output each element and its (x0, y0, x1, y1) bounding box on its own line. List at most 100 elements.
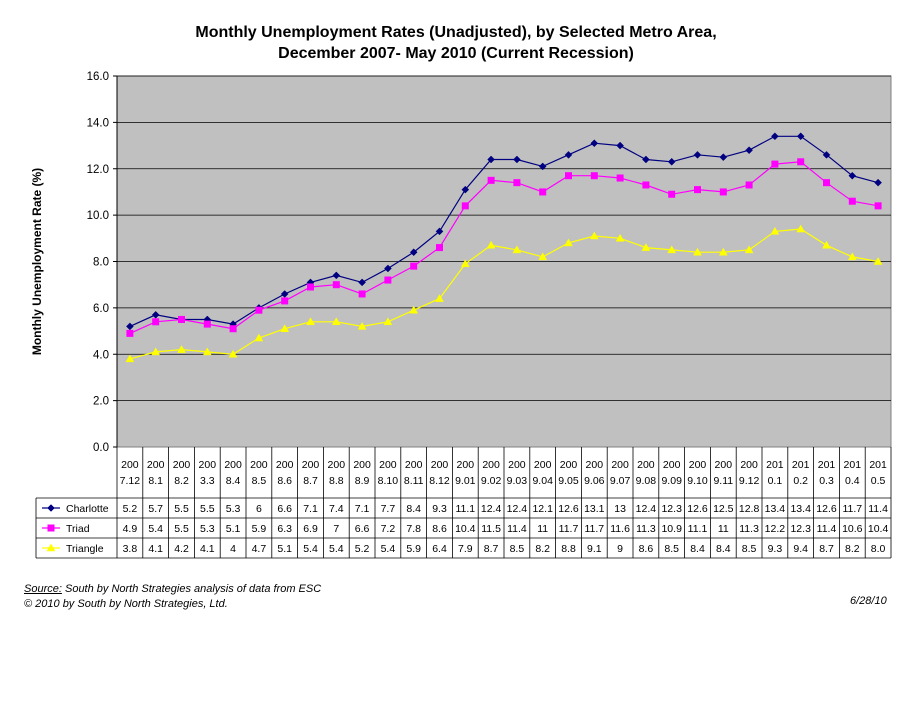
data-point-charlotte (616, 141, 624, 150)
data-point-triangle (177, 345, 186, 353)
legend-label-triangle: Triangle (66, 543, 104, 555)
table-cell: 4.9 (123, 523, 138, 535)
table-cell: 9.4 (793, 543, 808, 555)
y-axis: 0.0 2.0 4.0 6.0 8.0 10.0 12.0 14.0 16.0 (87, 71, 118, 454)
table-cell: 5.1 (277, 543, 292, 555)
category-label: 200 (715, 459, 733, 471)
category-label: 0.2 (793, 475, 808, 487)
table-cell: 8.7 (819, 543, 834, 555)
data-point-triangle (822, 240, 831, 249)
chart-title-line-2: December 2007- May 2010 (Current Recessi… (278, 45, 634, 62)
data-point-charlotte (409, 248, 418, 257)
table-cell: 7.8 (406, 523, 421, 535)
category-label: 9.01 (455, 475, 476, 487)
y-tick-label: 14.0 (87, 117, 109, 129)
category-label: 200 (534, 459, 552, 471)
data-point-triangle (460, 259, 470, 268)
legend-label-triad: Triad (66, 523, 90, 535)
data-point-charlotte (487, 155, 495, 164)
data-point-triad (281, 297, 289, 305)
category-label: 201 (792, 459, 810, 471)
table-cell: 5.2 (355, 543, 370, 555)
data-point-triad (590, 172, 598, 180)
table-cell: 5.5 (200, 503, 215, 515)
table-cell: 10.9 (661, 523, 682, 535)
table-cell: 7.9 (458, 543, 473, 555)
data-point-charlotte (435, 227, 444, 236)
category-label: 200 (173, 459, 191, 471)
table-cell: 11.7 (559, 523, 579, 535)
table-cell: 9.1 (587, 543, 602, 555)
category-label: 8.2 (174, 475, 189, 487)
data-point-triangle (693, 247, 702, 256)
table-cell: 5.3 (200, 523, 215, 535)
y-axis-label: Monthly Unemployment Rate (%) (30, 168, 44, 355)
table-cell: 5.7 (148, 503, 163, 515)
data-point-triad (178, 315, 185, 323)
series-line-triad (129, 161, 879, 334)
category-label: 0.5 (871, 475, 886, 487)
table-cell: 6.6 (277, 503, 292, 515)
data-point-charlotte (771, 132, 779, 141)
table-cell: 10.4 (455, 523, 476, 535)
data-point-triangle (486, 240, 496, 249)
data-point-triad (384, 276, 392, 284)
table-cell: 8.4 (716, 543, 731, 555)
series-triad (126, 158, 882, 337)
data-point-charlotte (822, 150, 831, 159)
table-row-triangle: Triangle 3.8 4.1 4.2 4.1 4 4.7 5.1 5.4 5.4 5.2 5.4 5… (42, 543, 886, 555)
category-label: 200 (689, 459, 707, 471)
data-point-triad (307, 283, 314, 291)
category-label: 9.06 (584, 475, 605, 487)
data-point-triangle (151, 347, 161, 356)
table-cell: 5.9 (406, 543, 421, 555)
series-lines (125, 132, 883, 363)
data-point-triad (203, 320, 211, 328)
category-label: 8.1 (148, 475, 163, 487)
data-point-triad (694, 186, 701, 194)
category-label: 8.12 (429, 475, 450, 487)
table-cell: 7 (333, 523, 339, 535)
data-point-charlotte (796, 132, 805, 141)
data-point-triangle (615, 233, 625, 242)
table-cell: 8.5 (742, 543, 757, 555)
data-point-triangle (254, 333, 264, 342)
table-cell: 8.7 (484, 543, 499, 555)
table-cell: 11.3 (739, 523, 759, 535)
table-cell: 11.6 (610, 523, 630, 535)
category-label: 200 (457, 459, 475, 471)
category-label: 200 (482, 459, 500, 471)
legend-key-marker (47, 524, 55, 532)
category-label: 9.07 (610, 475, 631, 487)
data-point-triangle (667, 245, 677, 254)
table-cell: 5.4 (381, 543, 396, 555)
table-cell: 12.4 (636, 503, 657, 515)
legend-key-marker (47, 504, 55, 512)
category-label: 201 (869, 459, 887, 471)
table-cell: 8.0 (871, 543, 886, 555)
series-line-charlotte (129, 135, 879, 327)
category-label: 8.4 (226, 475, 241, 487)
data-point-triad (565, 172, 572, 180)
legend-label-charlotte: Charlotte (66, 503, 109, 515)
y-tick-label: 0.0 (93, 442, 109, 454)
table-cell: 7.2 (381, 523, 396, 535)
gridlines (117, 75, 891, 402)
copyright-note: © 2010 by South by North Strategies, Ltd… (24, 598, 228, 610)
data-point-charlotte (332, 271, 341, 280)
table-cell: 6.3 (277, 523, 292, 535)
table-cell: 5.4 (148, 523, 163, 535)
table-cell: 7.1 (303, 503, 318, 515)
data-point-triangle (512, 245, 522, 254)
table-cell: 12.1 (532, 503, 553, 515)
data-point-triangle (873, 256, 883, 265)
data-point-triad (410, 262, 418, 270)
data-point-triad (719, 188, 727, 196)
category-label: 200 (276, 459, 294, 471)
series-charlotte (126, 132, 882, 331)
table-cell: 5.4 (329, 543, 344, 555)
data-point-charlotte (693, 150, 702, 159)
source-note: Source: South by North Strategies analys… (24, 583, 321, 595)
data-point-triad (436, 244, 443, 252)
